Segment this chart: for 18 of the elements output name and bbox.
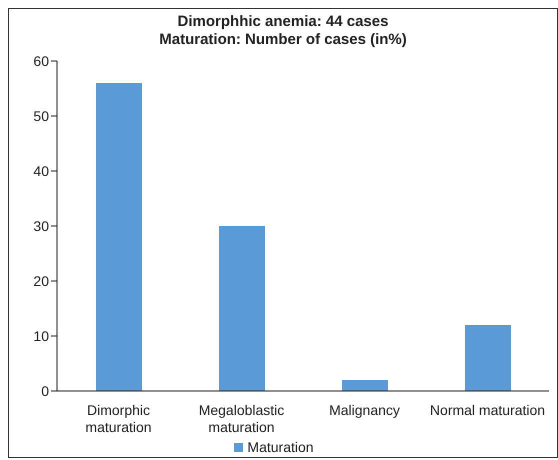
legend-label: Maturation — [247, 439, 314, 455]
x-tick-label: Malignancy — [329, 402, 400, 418]
bar — [342, 380, 388, 391]
chart-subtitle: Maturation: Number of cases (in%) — [158, 31, 408, 49]
y-tick-label: 50 — [33, 108, 50, 124]
bar — [465, 325, 511, 391]
y-tick-label: 10 — [33, 328, 50, 344]
bar — [219, 226, 265, 391]
y-tick-label: 20 — [33, 272, 50, 289]
y-tick-label: 40 — [33, 162, 50, 179]
x-tick-label: Dimorphic maturation — [85, 402, 152, 435]
chart-title: Dimorphhic anemia: 44 cases — [176, 13, 390, 31]
y-tick-label: 0 — [41, 382, 50, 399]
y-tick-label: 30 — [33, 218, 50, 234]
bar — [96, 83, 142, 391]
y-tick-label: 60 — [33, 52, 50, 69]
x-tick-label: Megaloblastic maturation — [198, 402, 284, 435]
x-tick-label: Normal maturation — [430, 402, 546, 418]
